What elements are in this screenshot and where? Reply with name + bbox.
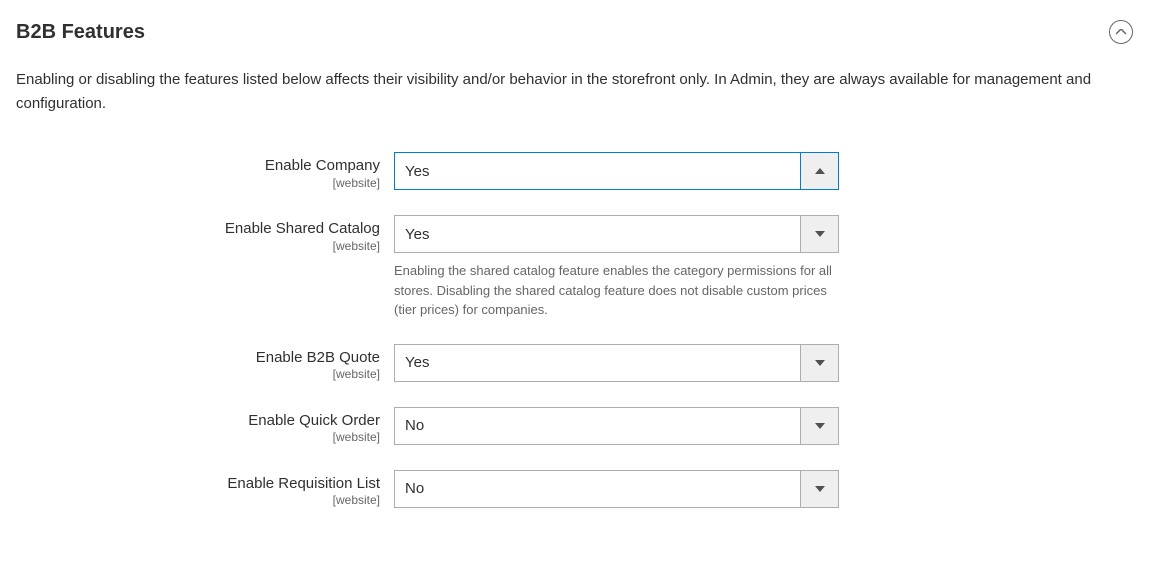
chevron-up-icon xyxy=(1116,29,1126,35)
field-label: Enable Quick Order xyxy=(16,411,380,431)
label-column: Enable Requisition List [website] xyxy=(16,470,394,509)
input-column: No xyxy=(394,470,839,508)
enable-b2b-quote-select[interactable]: Yes xyxy=(394,344,839,382)
label-column: Enable Shared Catalog [website] xyxy=(16,215,394,254)
scope-label: [website] xyxy=(16,493,380,509)
triangle-down-icon xyxy=(815,360,825,366)
field-label: Enable Shared Catalog xyxy=(16,219,380,239)
field-row-enable-quick-order: Enable Quick Order [website] No xyxy=(16,407,1133,446)
collapse-section-button[interactable] xyxy=(1109,20,1133,44)
enable-quick-order-select[interactable]: No xyxy=(394,407,839,445)
field-row-enable-requisition-list: Enable Requisition List [website] No xyxy=(16,470,1133,509)
triangle-down-icon xyxy=(815,423,825,429)
scope-label: [website] xyxy=(16,239,380,255)
select-value: Yes xyxy=(395,163,800,180)
field-row-enable-shared-catalog: Enable Shared Catalog [website] Yes Enab… xyxy=(16,215,1133,320)
select-value: No xyxy=(395,417,800,434)
select-arrow-button[interactable] xyxy=(800,408,838,444)
label-column: Enable Quick Order [website] xyxy=(16,407,394,446)
triangle-down-icon xyxy=(815,486,825,492)
triangle-down-icon xyxy=(815,231,825,237)
section-title: B2B Features xyxy=(16,21,145,44)
field-label: Enable Company xyxy=(16,156,380,176)
select-arrow-button[interactable] xyxy=(800,153,838,189)
enable-requisition-list-select[interactable]: No xyxy=(394,470,839,508)
scope-label: [website] xyxy=(16,176,380,192)
field-row-enable-company: Enable Company [website] Yes xyxy=(16,152,1133,191)
field-help-text: Enabling the shared catalog feature enab… xyxy=(394,261,834,320)
enable-shared-catalog-select[interactable]: Yes xyxy=(394,215,839,253)
input-column: Yes xyxy=(394,152,839,190)
scope-label: [website] xyxy=(16,367,380,383)
label-column: Enable B2B Quote [website] xyxy=(16,344,394,383)
input-column: Yes xyxy=(394,344,839,382)
select-arrow-button[interactable] xyxy=(800,345,838,381)
scope-label: [website] xyxy=(16,430,380,446)
label-column: Enable Company [website] xyxy=(16,152,394,191)
select-arrow-button[interactable] xyxy=(800,216,838,252)
field-row-enable-b2b-quote: Enable B2B Quote [website] Yes xyxy=(16,344,1133,383)
section-description: Enabling or disabling the features liste… xyxy=(16,68,1133,116)
input-column: No xyxy=(394,407,839,445)
field-label: Enable Requisition List xyxy=(16,474,380,494)
field-label: Enable B2B Quote xyxy=(16,348,380,368)
triangle-up-icon xyxy=(815,168,825,174)
select-arrow-button[interactable] xyxy=(800,471,838,507)
select-value: No xyxy=(395,480,800,497)
select-value: Yes xyxy=(395,226,800,243)
select-value: Yes xyxy=(395,354,800,371)
enable-company-select[interactable]: Yes xyxy=(394,152,839,190)
input-column: Yes Enabling the shared catalog feature … xyxy=(394,215,839,320)
